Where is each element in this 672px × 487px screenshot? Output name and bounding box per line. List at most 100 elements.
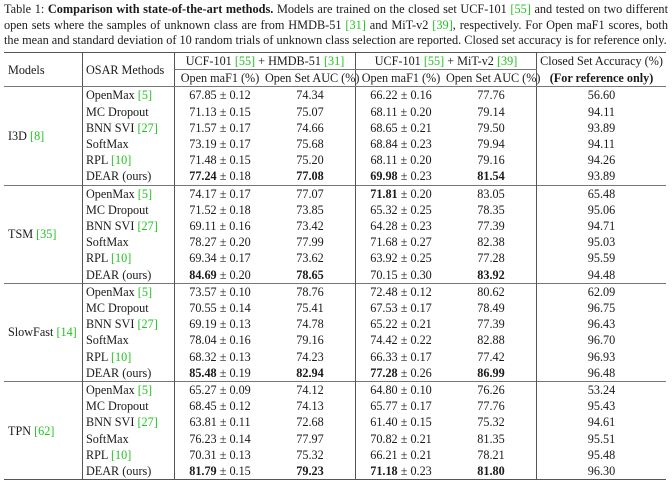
method-name: BNN SVI [27] — [82, 119, 175, 137]
mean-value: 64.80 — [370, 383, 398, 398]
method-label: MC Dropout — [86, 301, 149, 316]
std-value: 0.12 — [229, 88, 251, 103]
citation-link[interactable]: [31] — [323, 54, 345, 68]
cell-f1-hmdb: 71.48 ± 0.15 — [174, 152, 265, 169]
std-value: 0.23 — [410, 219, 432, 234]
mean-value: 65.77 — [370, 399, 398, 414]
citation-link[interactable]: [27] — [137, 219, 158, 234]
cell-auc-mit: 82.88 — [477, 333, 505, 348]
citation-link[interactable]: [27] — [137, 415, 158, 430]
method-label: RPL — [86, 447, 111, 462]
caption-text: and tested on two different open sets wh… — [4, 2, 668, 32]
cell-f1-mit: 71.18 ± 0.23 — [355, 463, 446, 481]
std-value: 0.18 — [229, 169, 251, 184]
cell-f1-mit: 66.22 ± 0.16 — [355, 86, 446, 104]
cell-auc-mit: 83.92 — [477, 267, 505, 282]
mean-value: 76.23 — [189, 431, 217, 446]
citation-link[interactable]: [55] — [510, 2, 531, 16]
pm-symbol: ± — [397, 186, 411, 201]
cell-f1-hmdb: 67.85 ± 0.12 — [174, 86, 265, 104]
pm-symbol: ± — [216, 202, 230, 217]
citation-link[interactable]: [10] — [110, 153, 132, 168]
citation-link[interactable]: [55] — [423, 54, 445, 68]
cell-accuracy: 95.51 — [536, 430, 666, 447]
table-row: RPL [10] 68.32 ± 0.13 74.23 66.33 ± 0.17 77.… — [4, 348, 666, 365]
std-value: 0.21 — [410, 431, 432, 446]
cell-auc-hmdb: 75.68 — [296, 137, 324, 152]
cell-auc-mit: 81.80 — [446, 463, 537, 481]
model-label: TPN — [8, 423, 35, 438]
citation-link[interactable]: [10] — [110, 349, 132, 364]
method-label: MC Dropout — [86, 202, 149, 217]
mean-value: 67.53 — [370, 301, 398, 316]
citation-link[interactable]: [10] — [110, 447, 132, 462]
cell-auc-hmdb: 82.94 — [296, 365, 324, 380]
table-row: RPL [10] 71.48 ± 0.15 75.20 68.11 ± 0.20 79.… — [4, 152, 666, 169]
std-value: 0.20 — [410, 186, 432, 201]
citation-link[interactable]: [5] — [137, 88, 153, 103]
cell-auc-mit: 76.26 — [446, 381, 537, 399]
cell-f1-hmdb: 73.19 ± 0.17 — [174, 136, 265, 153]
cell-auc-mit: 86.99 — [477, 365, 505, 380]
cell-f1-mit: 71.68 ± 0.27 — [355, 234, 446, 251]
method-name: SoftMax — [82, 234, 175, 251]
citation-link[interactable]: [27] — [137, 120, 158, 135]
citation-link[interactable]: [5] — [137, 284, 153, 299]
pm-symbol: ± — [397, 447, 411, 462]
citation-link[interactable]: [10] — [110, 251, 132, 266]
method-name: RPL [10] — [82, 348, 175, 365]
method-name: DEAR (ours) — [82, 266, 175, 284]
std-value: 0.20 — [410, 104, 432, 119]
mean-value: 65.22 — [370, 317, 398, 332]
std-value: 0.23 — [410, 169, 432, 184]
mean-value: 65.27 — [189, 383, 217, 398]
std-value: 0.16 — [410, 88, 432, 103]
pm-symbol: ± — [216, 88, 230, 103]
citation-link[interactable]: [5] — [137, 186, 153, 201]
cell-accuracy: 96.70 — [536, 332, 666, 349]
header-accuracy-note: (For reference only) — [536, 69, 666, 87]
table-row: BNN SVI [27] 71.57 ± 0.17 74.66 68.65 ± 0.2… — [4, 119, 666, 137]
header-auc-mit: Open Set AUC (%) — [446, 71, 541, 86]
citation-link[interactable]: [8] — [30, 128, 45, 143]
cell-auc-mit: 79.16 — [477, 153, 505, 168]
citation-link[interactable]: [5] — [137, 383, 153, 398]
cell-auc-mit: 79.94 — [477, 137, 505, 152]
method-name: SoftMax — [82, 430, 175, 447]
cell-accuracy: 94.11 — [536, 103, 666, 120]
cell-f1-mit: 68.65 ± 0.21 — [355, 119, 446, 137]
method-name: BNN SVI [27] — [82, 218, 175, 235]
std-value: 0.14 — [229, 431, 251, 446]
citation-link[interactable]: [27] — [137, 317, 158, 332]
citation-link[interactable]: [39] — [432, 17, 453, 32]
mean-value: 64.28 — [370, 219, 398, 234]
citation-link[interactable]: [55] — [234, 54, 256, 68]
method-label: DEAR (ours) — [86, 267, 152, 282]
std-value: 0.23 — [410, 464, 432, 479]
mean-value: 66.33 — [370, 349, 398, 364]
std-value: 0.12 — [410, 284, 432, 299]
citation-link[interactable]: [39] — [496, 54, 518, 68]
mean-value: 71.57 — [189, 120, 217, 135]
citation-link[interactable]: [35] — [36, 227, 57, 242]
citation-link[interactable]: [31] — [345, 17, 366, 32]
cell-f1-mit: 63.92 ± 0.25 — [355, 250, 446, 267]
pm-symbol: ± — [397, 431, 411, 446]
std-value: 0.20 — [229, 235, 251, 250]
pm-symbol: ± — [397, 88, 411, 103]
mean-value: 68.45 — [189, 399, 217, 414]
caption-title: Comparison with state-of-the-art methods… — [47, 2, 274, 16]
mean-value: 71.48 — [189, 153, 217, 168]
method-name: RPL [10] — [82, 446, 175, 464]
method-label: SoftMax — [86, 431, 129, 446]
cell-accuracy: 96.43 — [536, 316, 666, 333]
cell-auc-mit: 75.32 — [477, 415, 505, 430]
table-row: SlowFast [14] OpenMax [5] 73.57 ± 0.10 78.7… — [4, 282, 666, 382]
mean-value: 78.04 — [189, 333, 217, 348]
mean-value: 71.13 — [189, 104, 217, 119]
results-table-container: Models OSAR Methods UCF-101 [55] + HMDB-… — [4, 51, 666, 481]
citation-link[interactable]: [14] — [56, 325, 77, 340]
citation-link[interactable]: [62] — [34, 423, 55, 438]
method-label: RPL — [86, 153, 111, 168]
cell-f1-mit: 70.82 ± 0.21 — [355, 430, 446, 447]
